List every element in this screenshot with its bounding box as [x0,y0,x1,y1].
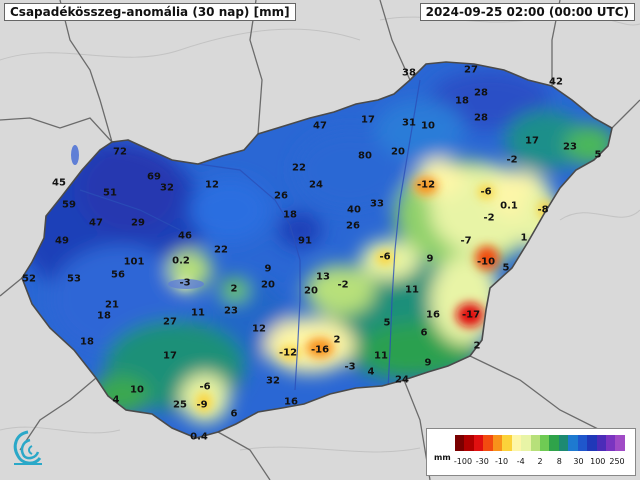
hungary-border [21,61,613,439]
legend-swatch [502,435,512,451]
rivers [79,79,421,391]
legend-swatch [530,435,540,451]
legend-unit: mm [434,453,451,462]
legend-swatch [464,435,474,451]
map-title: Csapadékösszeg-anomália (30 nap) [mm] [4,3,296,21]
map-timestamp: 2024-09-25 02:00 (00:00 UTC) [419,3,635,21]
legend-swatch [539,435,550,451]
legend-tick-label: -4 [516,457,525,466]
legend-tick-label: 100 [590,457,606,466]
legend-swatch [483,435,493,451]
omsz-logo-icon [13,430,42,465]
legend-swatch [511,435,522,451]
legend-tick-label: -10 [494,457,509,466]
legend-color-bar [455,435,625,451]
legend-tick-label: 2 [537,457,543,466]
legend-swatch [596,435,606,451]
legend-swatch [558,435,569,451]
legend-tick-label: -100 [453,457,473,466]
legend-swatch [568,435,578,451]
legend-swatch [606,435,616,451]
legend: mm -100 -30 -10 -4 2 8 30 100 250 [426,428,636,476]
legend-swatch [587,435,597,451]
legend-tick-label: 30 [573,457,584,466]
legend-swatch [549,435,559,451]
legend-swatch [492,435,503,451]
legend-tick-label: 8 [556,457,562,466]
legend-swatch [521,435,531,451]
legend-swatch [473,435,484,451]
lake-neusiedl-water [71,145,79,165]
legend-swatch [577,435,588,451]
legend-tick-label: -30 [475,457,489,466]
legend-swatch [615,435,625,451]
legend-tick-label: 250 [609,457,625,466]
lake-balaton-water [168,279,204,289]
legend-swatch [455,435,465,451]
legend-ticks: -100 -30 -10 -4 2 8 30 100 250 [453,457,625,469]
